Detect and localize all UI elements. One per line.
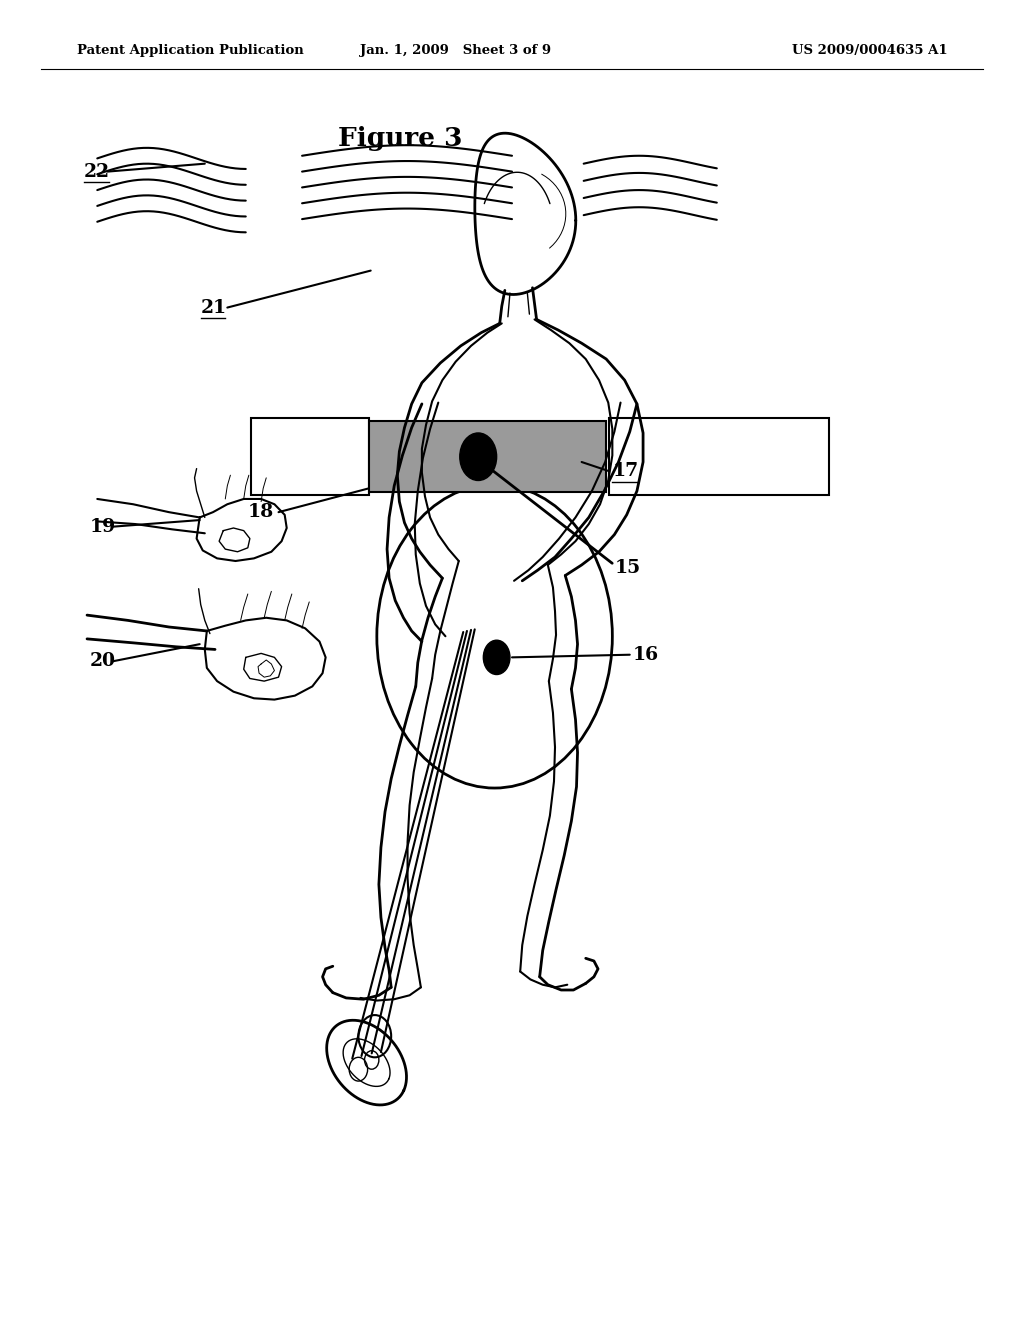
Bar	[251, 418, 369, 495]
Text: Figure 3: Figure 3	[338, 127, 463, 150]
Text: 19: 19	[90, 517, 117, 536]
Text: 21: 21	[201, 298, 227, 317]
Text: 17: 17	[612, 462, 639, 480]
Text: 18: 18	[248, 503, 274, 521]
Text: 20: 20	[90, 652, 116, 671]
Text: Patent Application Publication: Patent Application Publication	[77, 44, 303, 57]
Bar	[369, 421, 606, 492]
Bar	[609, 418, 829, 495]
Circle shape	[460, 433, 497, 480]
Circle shape	[483, 640, 510, 675]
Text: 15: 15	[614, 558, 641, 577]
Text: 16: 16	[633, 645, 659, 664]
Text: 22: 22	[84, 162, 110, 181]
Text: Jan. 1, 2009   Sheet 3 of 9: Jan. 1, 2009 Sheet 3 of 9	[360, 44, 551, 57]
Text: US 2009/0004635 A1: US 2009/0004635 A1	[792, 44, 947, 57]
